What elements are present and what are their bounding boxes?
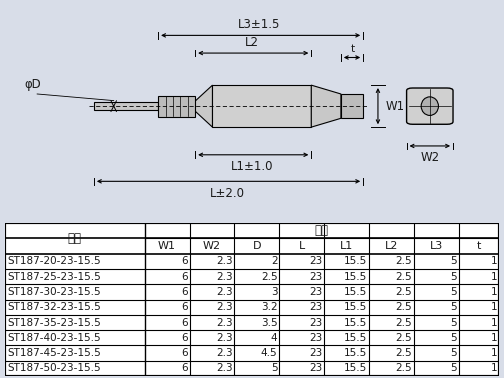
- Text: ST187-30-23-15.5: ST187-30-23-15.5: [7, 287, 101, 297]
- Text: 3.2: 3.2: [261, 302, 277, 312]
- Text: 1: 1: [490, 318, 497, 327]
- Text: 15.5: 15.5: [344, 333, 367, 343]
- Text: 4: 4: [271, 333, 277, 343]
- Text: ST187-32-23-15.5: ST187-32-23-15.5: [7, 302, 101, 312]
- Text: 2.3: 2.3: [216, 318, 232, 327]
- Text: L1: L1: [340, 241, 353, 251]
- Text: 5: 5: [451, 256, 457, 266]
- Text: 2.5: 2.5: [396, 364, 412, 373]
- Text: 15.5: 15.5: [344, 318, 367, 327]
- Text: 2: 2: [271, 256, 277, 266]
- Ellipse shape: [421, 97, 438, 115]
- Text: 2.3: 2.3: [216, 272, 232, 282]
- FancyBboxPatch shape: [407, 88, 453, 124]
- Text: 2.5: 2.5: [396, 333, 412, 343]
- Text: 6: 6: [181, 333, 187, 343]
- Text: 1: 1: [490, 272, 497, 282]
- Text: 2.3: 2.3: [216, 364, 232, 373]
- Text: 5: 5: [451, 333, 457, 343]
- Text: W2: W2: [203, 241, 221, 251]
- Text: 6: 6: [181, 302, 187, 312]
- Text: 2.5: 2.5: [396, 256, 412, 266]
- Text: L2: L2: [245, 36, 259, 49]
- Text: 15.5: 15.5: [344, 302, 367, 312]
- Text: 6: 6: [181, 364, 187, 373]
- Text: L±2.0: L±2.0: [210, 187, 245, 200]
- Text: 23: 23: [309, 333, 322, 343]
- Text: 2.5: 2.5: [396, 272, 412, 282]
- Text: W1: W1: [158, 241, 176, 251]
- Text: 2.3: 2.3: [216, 256, 232, 266]
- Text: 1: 1: [490, 256, 497, 266]
- Polygon shape: [341, 94, 363, 118]
- Text: 1: 1: [490, 302, 497, 312]
- Text: 23: 23: [309, 287, 322, 297]
- Text: 2.3: 2.3: [216, 348, 232, 358]
- Text: 2.3: 2.3: [216, 333, 232, 343]
- Text: ST187-50-23-15.5: ST187-50-23-15.5: [7, 364, 101, 373]
- Text: 23: 23: [309, 302, 322, 312]
- Text: 6: 6: [181, 348, 187, 358]
- Polygon shape: [158, 96, 195, 117]
- Text: 5: 5: [451, 364, 457, 373]
- Text: 15.5: 15.5: [344, 348, 367, 358]
- Text: L: L: [299, 241, 305, 251]
- Text: 5: 5: [451, 302, 457, 312]
- Text: D: D: [253, 241, 261, 251]
- Text: ST187-35-23-15.5: ST187-35-23-15.5: [7, 318, 101, 327]
- Text: 5: 5: [451, 272, 457, 282]
- Text: 23: 23: [309, 256, 322, 266]
- Text: 5: 5: [271, 364, 277, 373]
- Text: ST187-45-23-15.5: ST187-45-23-15.5: [7, 348, 101, 358]
- Text: 3.5: 3.5: [261, 318, 277, 327]
- Text: 1: 1: [490, 348, 497, 358]
- Text: 1: 1: [490, 364, 497, 373]
- Text: 5: 5: [451, 348, 457, 358]
- Text: 2.5: 2.5: [396, 348, 412, 358]
- Text: ST187-20-23-15.5: ST187-20-23-15.5: [7, 256, 101, 266]
- Polygon shape: [213, 85, 311, 127]
- Text: 15.5: 15.5: [344, 256, 367, 266]
- Text: 2.5: 2.5: [396, 318, 412, 327]
- Text: 4.5: 4.5: [261, 348, 277, 358]
- Text: 15.5: 15.5: [344, 272, 367, 282]
- Text: 6: 6: [181, 318, 187, 327]
- Text: W2: W2: [420, 152, 439, 164]
- FancyBboxPatch shape: [94, 102, 158, 110]
- Text: ST187-40-23-15.5: ST187-40-23-15.5: [7, 333, 101, 343]
- Text: 23: 23: [309, 364, 322, 373]
- Text: 1: 1: [490, 287, 497, 297]
- Text: 3: 3: [271, 287, 277, 297]
- Text: 2.5: 2.5: [396, 302, 412, 312]
- Text: 15.5: 15.5: [344, 287, 367, 297]
- Text: L1±1.0: L1±1.0: [231, 160, 273, 174]
- Text: t: t: [477, 241, 481, 251]
- FancyBboxPatch shape: [5, 223, 499, 376]
- Text: L3±1.5: L3±1.5: [238, 18, 281, 31]
- Text: 23: 23: [309, 348, 322, 358]
- Text: 2.5: 2.5: [261, 272, 277, 282]
- Text: 15.5: 15.5: [344, 364, 367, 373]
- Text: t: t: [350, 44, 354, 54]
- Text: 5: 5: [451, 318, 457, 327]
- Text: W1: W1: [386, 100, 405, 113]
- Text: 5: 5: [451, 287, 457, 297]
- Text: 寸法: 寸法: [315, 224, 329, 237]
- Text: ST187-25-23-15.5: ST187-25-23-15.5: [7, 272, 101, 282]
- Polygon shape: [311, 85, 341, 127]
- Text: 6: 6: [181, 272, 187, 282]
- Text: 2.3: 2.3: [216, 287, 232, 297]
- Text: 6: 6: [181, 256, 187, 266]
- Text: 23: 23: [309, 272, 322, 282]
- Text: 品名: 品名: [68, 232, 82, 245]
- Text: L3: L3: [430, 241, 443, 251]
- Polygon shape: [195, 85, 213, 127]
- Text: 6: 6: [181, 287, 187, 297]
- Text: L2: L2: [385, 241, 398, 251]
- Text: 1: 1: [490, 333, 497, 343]
- Text: φD: φD: [25, 77, 41, 91]
- Text: 23: 23: [309, 318, 322, 327]
- Text: 2.3: 2.3: [216, 302, 232, 312]
- Text: 2.5: 2.5: [396, 287, 412, 297]
